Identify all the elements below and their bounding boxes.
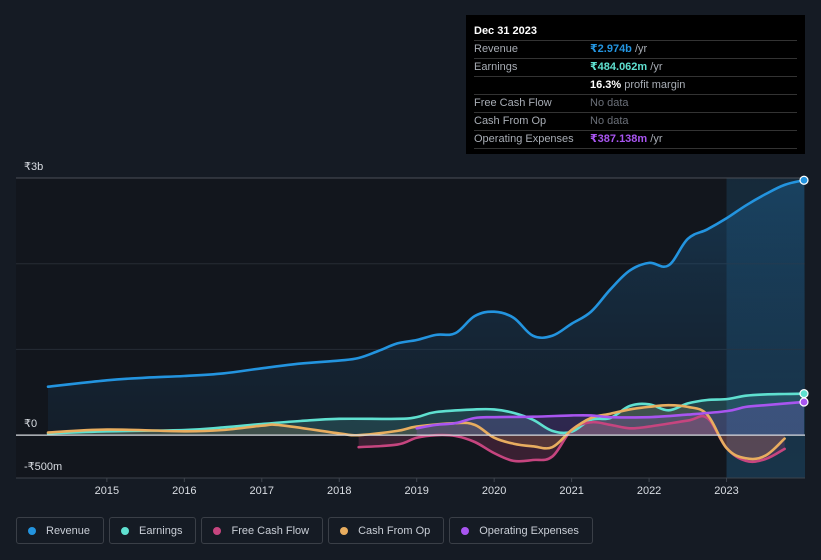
legend-item-operating-expenses[interactable]: Operating Expenses bbox=[449, 517, 593, 544]
legend-item-revenue[interactable]: Revenue bbox=[16, 517, 105, 544]
tooltip-label: Cash From Op bbox=[474, 115, 547, 127]
legend-item-cash-from-op[interactable]: Cash From Op bbox=[328, 517, 445, 544]
legend-item-earnings[interactable]: Earnings bbox=[109, 517, 197, 544]
x-tick-label: 2017 bbox=[250, 485, 274, 497]
revenue-area bbox=[48, 180, 804, 436]
x-tick-label: 2016 bbox=[172, 485, 196, 497]
legend-label: Earnings bbox=[139, 524, 183, 537]
legend: Revenue Earnings Free Cash Flow Cash From O… bbox=[16, 517, 593, 544]
tooltip-row: Revenue ₹2.974b /yr bbox=[474, 41, 797, 59]
legend-dot-icon bbox=[28, 526, 36, 535]
operating-expenses-end-marker bbox=[799, 397, 809, 407]
x-tick-label: 2021 bbox=[559, 485, 583, 497]
x-tick-label: 2019 bbox=[404, 485, 428, 497]
x-tick-label: 2022 bbox=[637, 485, 661, 497]
tooltip-value: ₹2.974b /yr bbox=[590, 43, 648, 55]
earnings-end-marker bbox=[799, 389, 809, 399]
tooltip-label: Revenue bbox=[474, 43, 519, 55]
tooltip: Dec 31 2023 Revenue ₹2.974b /yr Earnings ₹4… bbox=[466, 15, 805, 154]
x-tick-label: 2023 bbox=[714, 485, 738, 497]
legend-dot-icon bbox=[213, 526, 222, 535]
tooltip-row: 16.3% profit margin bbox=[474, 77, 797, 95]
x-tick-label: 2015 bbox=[95, 485, 119, 497]
tooltip-row: Earnings ₹484.062m /yr bbox=[474, 59, 797, 77]
tooltip-row: Free Cash Flow No data bbox=[474, 95, 797, 113]
y-tick-label: -₹500m bbox=[24, 461, 62, 473]
y-tick-label: ₹3b bbox=[24, 161, 43, 173]
legend-label: Free Cash Flow bbox=[231, 524, 310, 537]
tooltip-label: Earnings bbox=[474, 61, 518, 73]
tooltip-value: ₹484.062m /yr bbox=[590, 61, 663, 73]
tooltip-value: ₹387.138m /yr bbox=[590, 133, 663, 145]
y-tick-label: ₹0 bbox=[24, 418, 37, 430]
tooltip-row: Operating Expenses ₹387.138m /yr bbox=[474, 131, 797, 149]
revenue-line bbox=[46, 178, 806, 389]
legend-label: Operating Expenses bbox=[479, 524, 579, 537]
x-tick-label: 2018 bbox=[327, 485, 351, 497]
legend-label: Cash From Op bbox=[358, 524, 431, 537]
tooltip-value: No data bbox=[590, 97, 629, 109]
legend-label: Revenue bbox=[46, 524, 91, 537]
legend-dot-icon bbox=[121, 526, 130, 535]
operating-expenses-line bbox=[415, 400, 806, 430]
tooltip-label: Free Cash Flow bbox=[474, 97, 552, 109]
tooltip-value: No data bbox=[590, 115, 629, 127]
earnings-line bbox=[46, 392, 806, 435]
legend-dot-icon bbox=[340, 526, 349, 535]
revenue-end-marker bbox=[799, 175, 809, 185]
tooltip-date: Dec 31 2023 bbox=[474, 23, 797, 41]
tooltip-label bbox=[474, 77, 590, 94]
free-cash-flow-area bbox=[358, 416, 785, 462]
tooltip-row: Cash From Op No data bbox=[474, 113, 797, 131]
legend-dot-icon bbox=[461, 526, 470, 535]
legend-item-free-cash-flow[interactable]: Free Cash Flow bbox=[201, 517, 324, 544]
chart: ₹3b ₹0 -₹500m 2015 2016 2017 2018 2019 2020 2021 2… bbox=[16, 161, 809, 497]
cash-from-op-line bbox=[46, 403, 786, 461]
tooltip-value: 16.3% profit margin bbox=[590, 79, 686, 91]
x-tick-label: 2020 bbox=[482, 485, 506, 497]
tooltip-label: Operating Expenses bbox=[474, 133, 574, 145]
